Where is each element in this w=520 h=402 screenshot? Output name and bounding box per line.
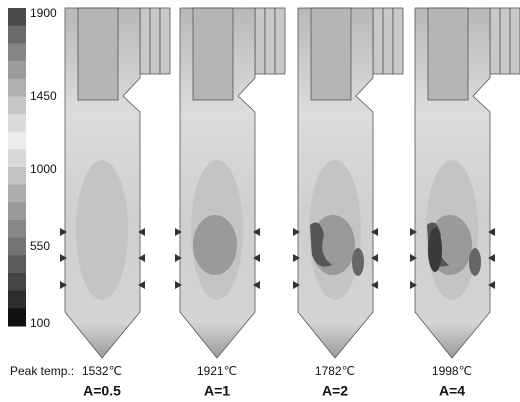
peak-temperature: 1998℃ bbox=[432, 364, 472, 378]
duct bbox=[265, 8, 275, 74]
colorbar-tick-label: 1450 bbox=[30, 89, 57, 103]
platen bbox=[193, 8, 233, 100]
peak-temperature: 1782℃ bbox=[315, 364, 355, 378]
platen bbox=[78, 8, 118, 100]
hot-spot bbox=[352, 248, 364, 276]
colorbar-band bbox=[8, 114, 26, 132]
hot-spot bbox=[428, 228, 442, 272]
colorbar-tick-label: 100 bbox=[30, 316, 50, 330]
duct bbox=[255, 8, 265, 74]
duct bbox=[275, 8, 285, 74]
boiler-panel bbox=[175, 8, 285, 358]
colorbar-band bbox=[8, 132, 26, 150]
duct bbox=[393, 8, 403, 74]
duct bbox=[150, 8, 160, 74]
colorbar-band bbox=[8, 61, 26, 79]
duct bbox=[160, 8, 170, 74]
colorbar-band bbox=[8, 291, 26, 309]
colorbar-band bbox=[8, 167, 26, 185]
colorbar-band bbox=[8, 26, 26, 44]
flame-core bbox=[76, 160, 128, 300]
peak-temperature: 1921℃ bbox=[197, 364, 237, 378]
colorbar-band bbox=[8, 8, 26, 26]
colorbar-band bbox=[8, 220, 26, 238]
colorbar-band bbox=[8, 43, 26, 61]
duct bbox=[500, 8, 510, 74]
platen bbox=[428, 8, 468, 100]
peak-label: Peak temp.: bbox=[10, 364, 74, 378]
case-label: A=1 bbox=[204, 383, 230, 399]
colorbar-band bbox=[8, 255, 26, 273]
platen bbox=[311, 8, 351, 100]
panels bbox=[60, 8, 520, 358]
case-label: A=2 bbox=[322, 383, 348, 399]
case-label: A=4 bbox=[439, 383, 465, 399]
duct bbox=[140, 8, 150, 74]
hot-zone bbox=[193, 215, 237, 275]
colorbar: 1900 1450 1000 550 100 bbox=[8, 6, 57, 330]
duct bbox=[373, 8, 383, 74]
boiler-panel bbox=[60, 8, 170, 358]
peak-temperature: 1532℃ bbox=[82, 364, 122, 378]
hot-spot bbox=[469, 248, 481, 276]
colorbar-tick-label: 1000 bbox=[30, 162, 57, 176]
colorbar-band bbox=[8, 238, 26, 256]
boiler-panel bbox=[293, 8, 403, 358]
colorbar-band bbox=[8, 149, 26, 167]
colorbar-tick-label: 1900 bbox=[30, 6, 57, 20]
colorbar-band bbox=[8, 273, 26, 291]
figure: 1900 1450 1000 550 100 Peak temp.: 1532℃ A=0.… bbox=[0, 0, 520, 402]
colorbar-band bbox=[8, 308, 26, 326]
colorbar-band bbox=[8, 185, 26, 203]
duct bbox=[490, 8, 500, 74]
colorbar-band bbox=[8, 96, 26, 114]
boiler-panel bbox=[410, 8, 520, 358]
duct bbox=[510, 8, 520, 74]
colorbar-band bbox=[8, 202, 26, 220]
colorbar-band bbox=[8, 79, 26, 97]
case-label: A=0.5 bbox=[83, 383, 121, 399]
colorbar-tick-label: 550 bbox=[30, 239, 50, 253]
duct bbox=[383, 8, 393, 74]
